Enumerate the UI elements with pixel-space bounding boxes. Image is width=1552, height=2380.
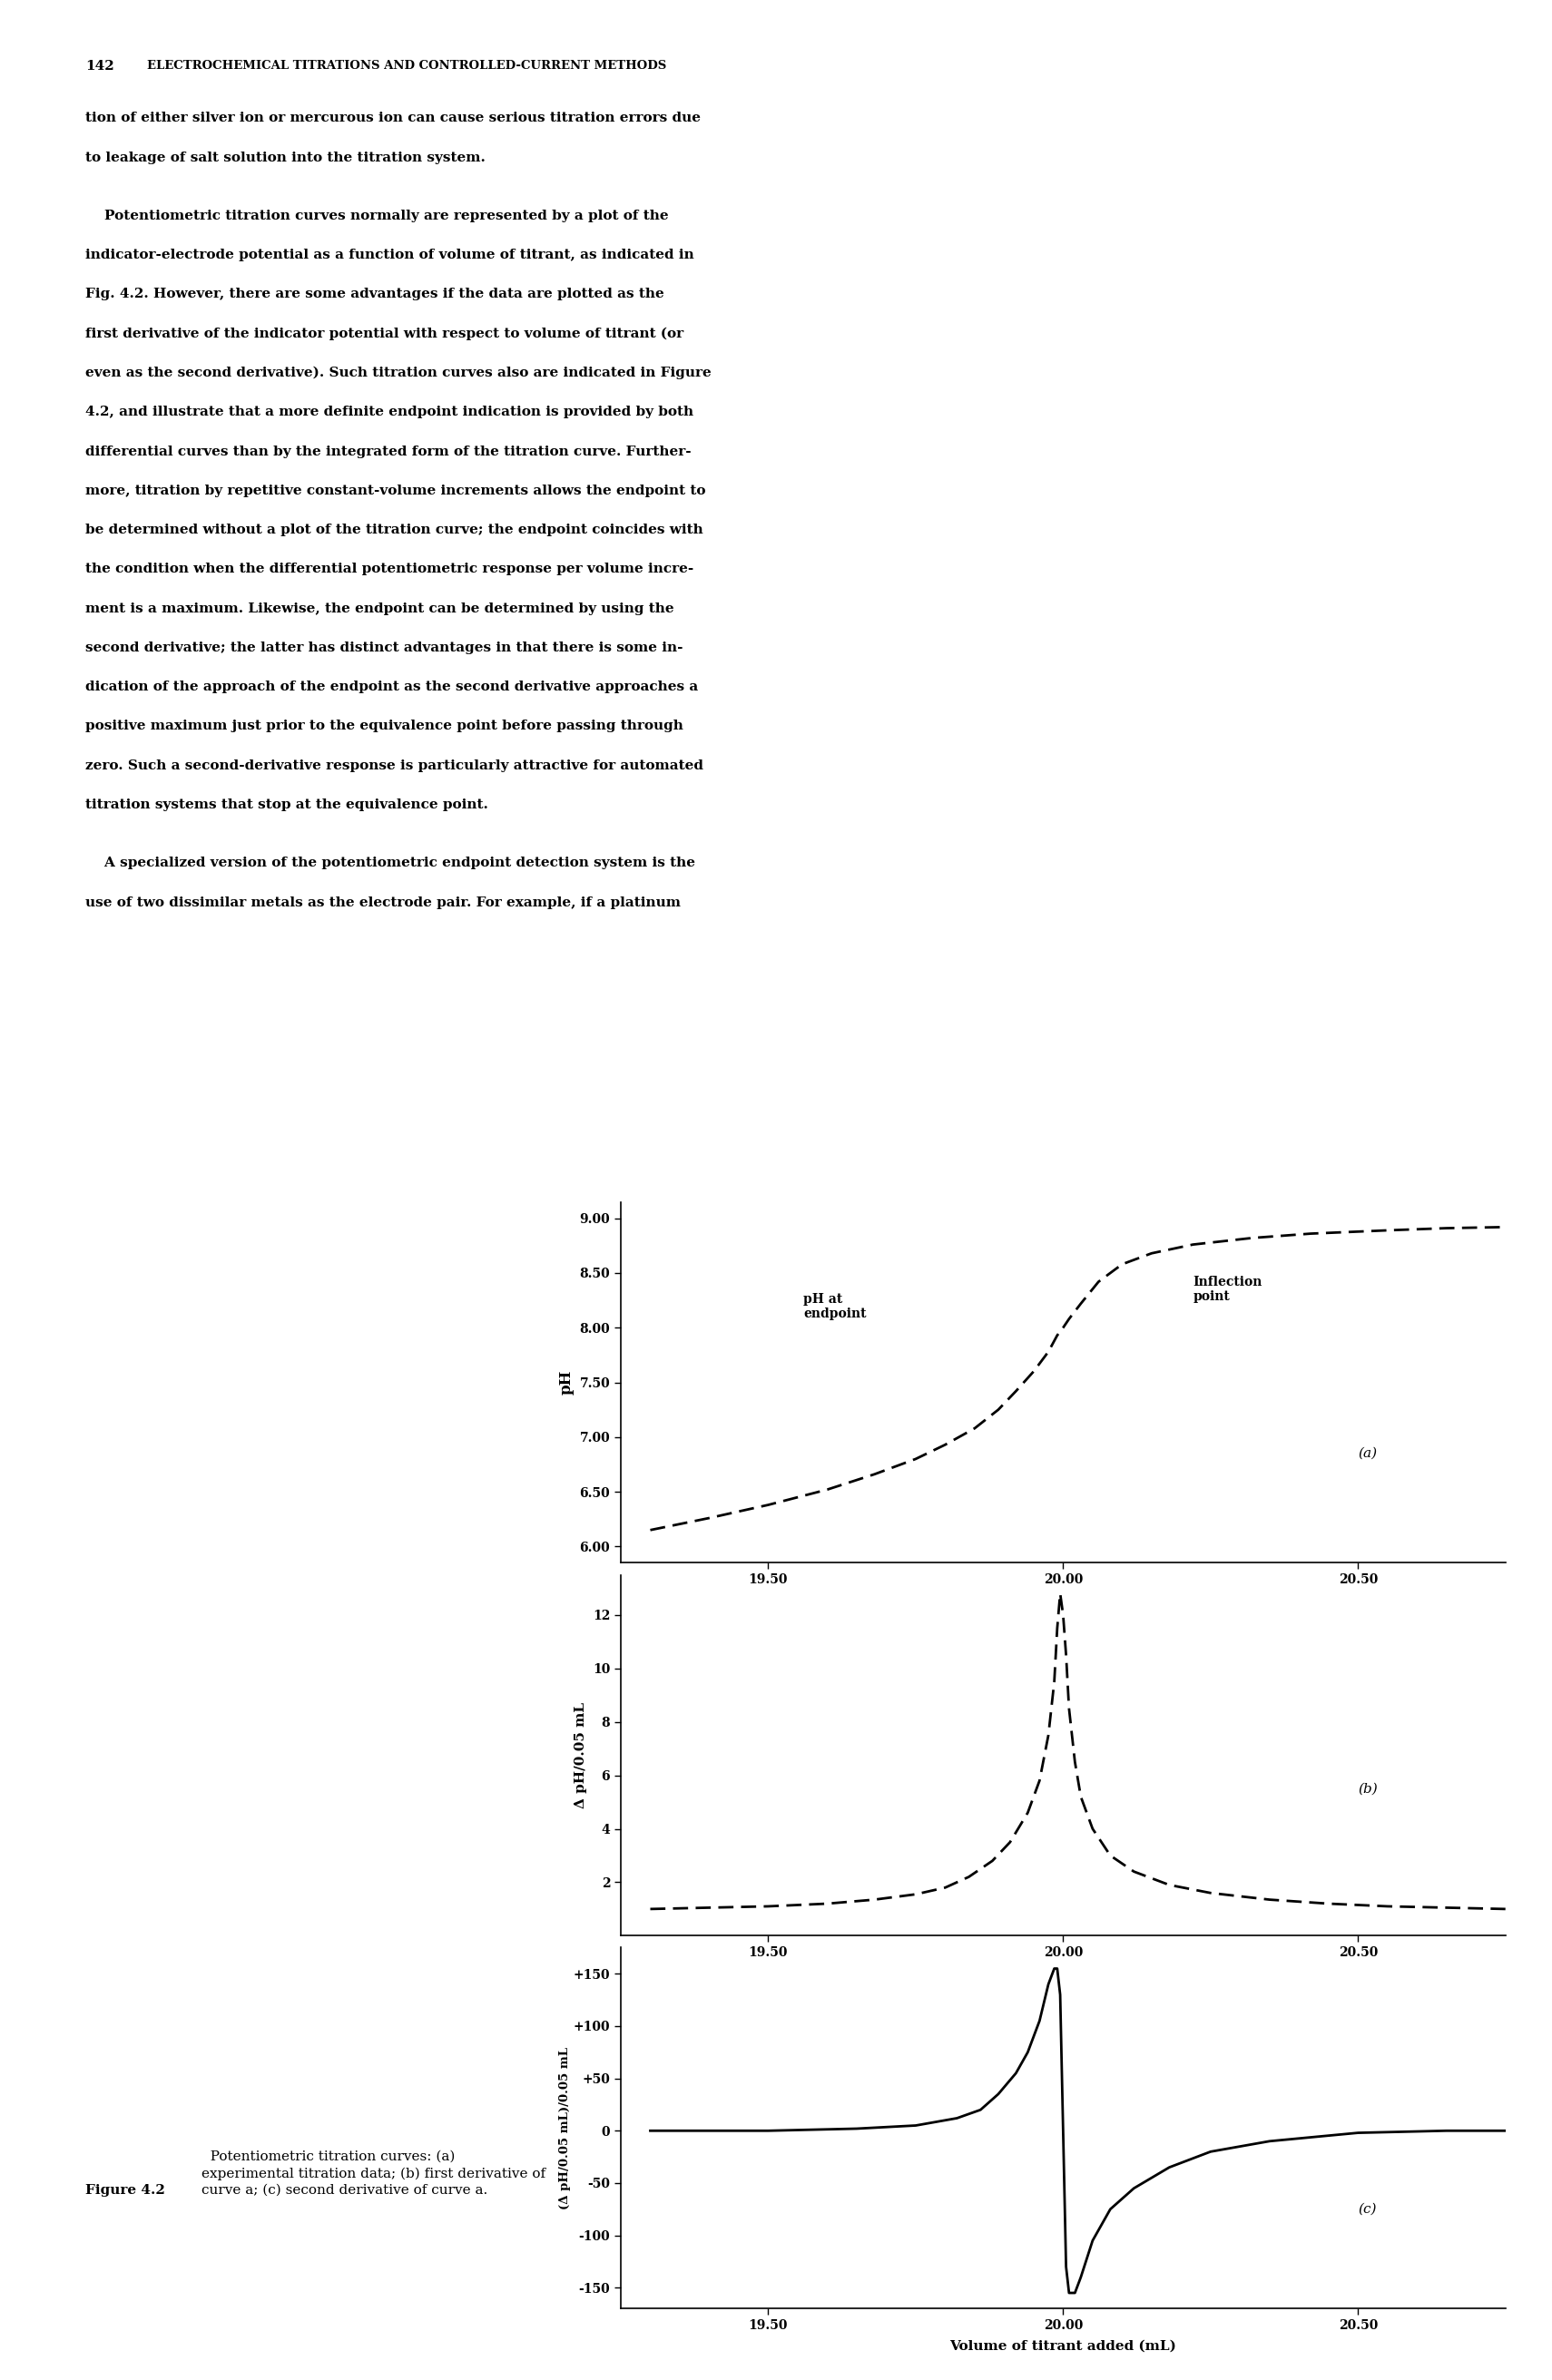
Text: (b): (b) (1358, 1783, 1378, 1795)
Text: 4.2, and illustrate that a more definite endpoint indication is provided by both: 4.2, and illustrate that a more definite… (85, 405, 694, 419)
Text: ELECTROCHEMICAL TITRATIONS AND CONTROLLED-CURRENT METHODS: ELECTROCHEMICAL TITRATIONS AND CONTROLLE… (147, 60, 667, 71)
Text: zero. Such a second-derivative response is particularly attractive for automated: zero. Such a second-derivative response … (85, 759, 703, 771)
Text: indicator-electrode potential as a function of volume of titrant, as indicated i: indicator-electrode potential as a funct… (85, 248, 694, 262)
Text: even as the second derivative). Such titration curves also are indicated in Figu: even as the second derivative). Such tit… (85, 367, 711, 378)
Text: more, titration by repetitive constant-volume increments allows the endpoint to: more, titration by repetitive constant-v… (85, 483, 706, 497)
Text: pH at
endpoint: pH at endpoint (804, 1292, 866, 1321)
Text: tion of either silver ion or mercurous ion can cause serious titration errors du: tion of either silver ion or mercurous i… (85, 112, 700, 124)
Text: be determined without a plot of the titration curve; the endpoint coincides with: be determined without a plot of the titr… (85, 524, 703, 536)
Text: to leakage of salt solution into the titration system.: to leakage of salt solution into the tit… (85, 152, 486, 164)
Text: second derivative; the latter has distinct advantages in that there is some in-: second derivative; the latter has distin… (85, 640, 683, 654)
X-axis label: Volume of titrant added (mL): Volume of titrant added (mL) (950, 2340, 1176, 2351)
Text: positive maximum just prior to the equivalence point before passing through: positive maximum just prior to the equiv… (85, 719, 683, 733)
Text: (a): (a) (1358, 1447, 1377, 1459)
Text: (c): (c) (1358, 2204, 1377, 2216)
Text: 142: 142 (85, 60, 115, 71)
Text: ment is a maximum. Likewise, the endpoint can be determined by using the: ment is a maximum. Likewise, the endpoin… (85, 602, 674, 614)
Text: differential curves than by the integrated form of the titration curve. Further-: differential curves than by the integrat… (85, 445, 691, 457)
Text: Inflection
point: Inflection point (1193, 1276, 1262, 1304)
Y-axis label: pH: pH (559, 1371, 574, 1395)
Text: first derivative of the indicator potential with respect to volume of titrant (o: first derivative of the indicator potent… (85, 326, 683, 340)
Text: A specialized version of the potentiometric endpoint detection system is the: A specialized version of the potentiomet… (85, 857, 695, 869)
Text: Potentiometric titration curves normally are represented by a plot of the: Potentiometric titration curves normally… (85, 209, 669, 221)
Y-axis label: Δ pH/0.05 mL: Δ pH/0.05 mL (574, 1702, 588, 1809)
Text: use of two dissimilar metals as the electrode pair. For example, if a platinum: use of two dissimilar metals as the elec… (85, 895, 681, 909)
Text: titration systems that stop at the equivalence point.: titration systems that stop at the equiv… (85, 797, 489, 812)
Text: Fig. 4.2. However, there are some advantages if the data are plotted as the: Fig. 4.2. However, there are some advant… (85, 288, 664, 300)
Text: Figure 4.2: Figure 4.2 (85, 2185, 165, 2197)
Y-axis label: (Δ pH/0.05 mL)/0.05 mL: (Δ pH/0.05 mL)/0.05 mL (559, 2047, 571, 2209)
Text: the condition when the differential potentiometric response per volume incre-: the condition when the differential pote… (85, 562, 694, 576)
Text: Potentiometric titration curves: (a)
experimental titration data; (b) first deri: Potentiometric titration curves: (a) exp… (202, 2149, 546, 2197)
Text: dication of the approach of the endpoint as the second derivative approaches a: dication of the approach of the endpoint… (85, 681, 698, 693)
